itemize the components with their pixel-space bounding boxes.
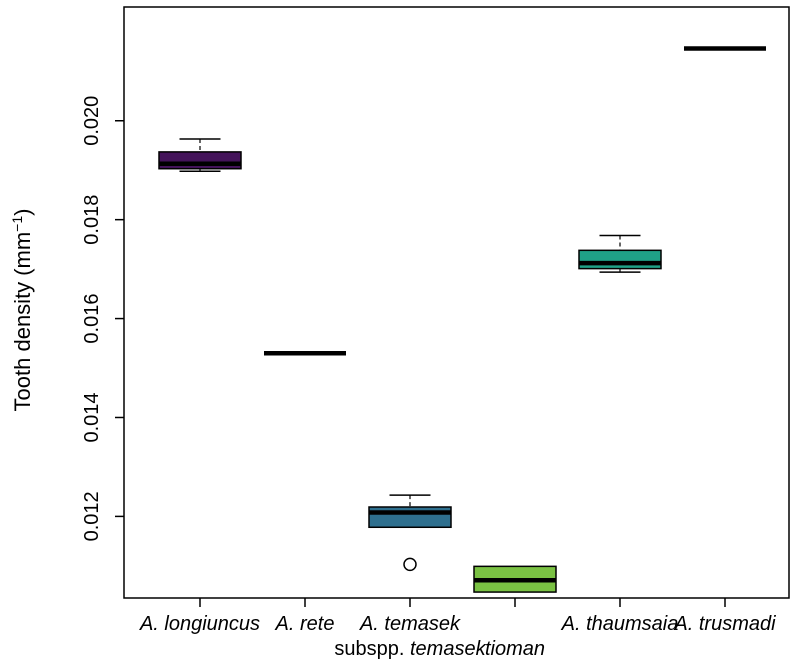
y-tick-label: 0.016 bbox=[81, 294, 103, 344]
box-group bbox=[578, 234, 662, 273]
x-category-label-line2: subspp. temasek bbox=[334, 638, 486, 660]
x-category-label-subspecies: tioman bbox=[485, 638, 545, 660]
outlier-point bbox=[403, 557, 417, 572]
x-category-label-prefix: subspp. bbox=[334, 638, 410, 660]
y-tick-label: 0.018 bbox=[81, 195, 103, 245]
x-category-label-line2: tioman bbox=[485, 638, 545, 660]
box-iqr bbox=[578, 249, 662, 270]
y-tick-label: 0.014 bbox=[81, 392, 103, 442]
box-group bbox=[473, 565, 557, 593]
box-iqr bbox=[368, 506, 452, 529]
plot-frame bbox=[123, 6, 790, 599]
box-iqr bbox=[158, 151, 242, 170]
y-tick-label: 0.020 bbox=[81, 96, 103, 146]
x-category-label: A. trusmadi bbox=[673, 613, 776, 635]
x-category-label: A. temasek bbox=[359, 613, 461, 635]
box-group bbox=[368, 494, 452, 572]
box-series bbox=[158, 46, 766, 593]
x-category-label: A. thaumsaia bbox=[561, 613, 679, 635]
x-category-label: A. rete bbox=[275, 613, 335, 635]
y-axis-label: Tooth density(mm−1) bbox=[9, 209, 35, 412]
x-category-label-subspecies: temasek bbox=[410, 638, 487, 660]
x-category-label: A. longiuncus bbox=[139, 613, 260, 635]
y-axis: 0.012 0.014 0.016 0.018 0.020 bbox=[81, 96, 124, 541]
y-tick-label: 0.012 bbox=[81, 491, 103, 541]
box-group bbox=[158, 138, 242, 172]
x-axis: A. longiuncus A. rete A. temasek subspp. te… bbox=[139, 598, 776, 660]
